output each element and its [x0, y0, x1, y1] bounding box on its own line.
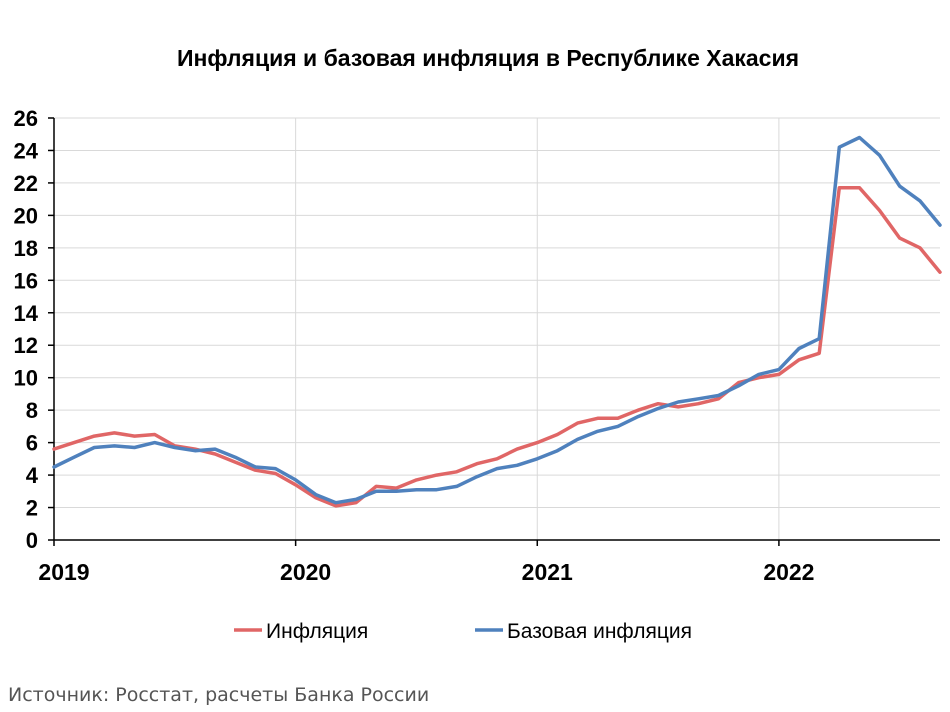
y-tick-label: 6: [26, 431, 38, 456]
x-tick-label: 2021: [522, 559, 573, 585]
x-tick-label: 2019: [38, 559, 89, 585]
x-tick-label: 2020: [280, 559, 331, 585]
source-note: Источник: Росстат, расчеты Банка России: [8, 684, 430, 706]
y-tick-label: 10: [14, 366, 38, 391]
y-tick-label: 4: [26, 463, 39, 488]
y-tick-label: 14: [14, 301, 39, 326]
y-tick-label: 24: [14, 138, 39, 163]
y-tick-label: 22: [14, 171, 38, 196]
series-lines: [52, 135, 942, 508]
legend-label-1: Базовая инфляция: [507, 620, 692, 643]
x-tick-label: 2022: [763, 559, 814, 585]
series-line-1: [52, 135, 942, 505]
y-tick-label: 12: [14, 333, 38, 358]
y-tick-label: 20: [14, 203, 38, 228]
y-tick-label: 18: [14, 236, 38, 261]
y-tick-label: 0: [26, 528, 38, 553]
y-tick-label: 26: [14, 106, 38, 131]
x-axis-ticks: 2019 2020 2021 2022: [38, 559, 814, 585]
y-tick-label: 16: [14, 268, 38, 293]
chart-title: Инфляция и базовая инфляция в Республике…: [177, 45, 799, 71]
series-line-0: [52, 186, 942, 508]
y-tick-label: 8: [26, 398, 38, 423]
axes: [48, 117, 940, 546]
gridlines: [54, 117, 940, 540]
legend-label-0: Инфляция: [266, 620, 368, 643]
legend: Инфляция Базовая инфляция: [234, 620, 692, 643]
y-tick-label: 2: [26, 496, 38, 521]
